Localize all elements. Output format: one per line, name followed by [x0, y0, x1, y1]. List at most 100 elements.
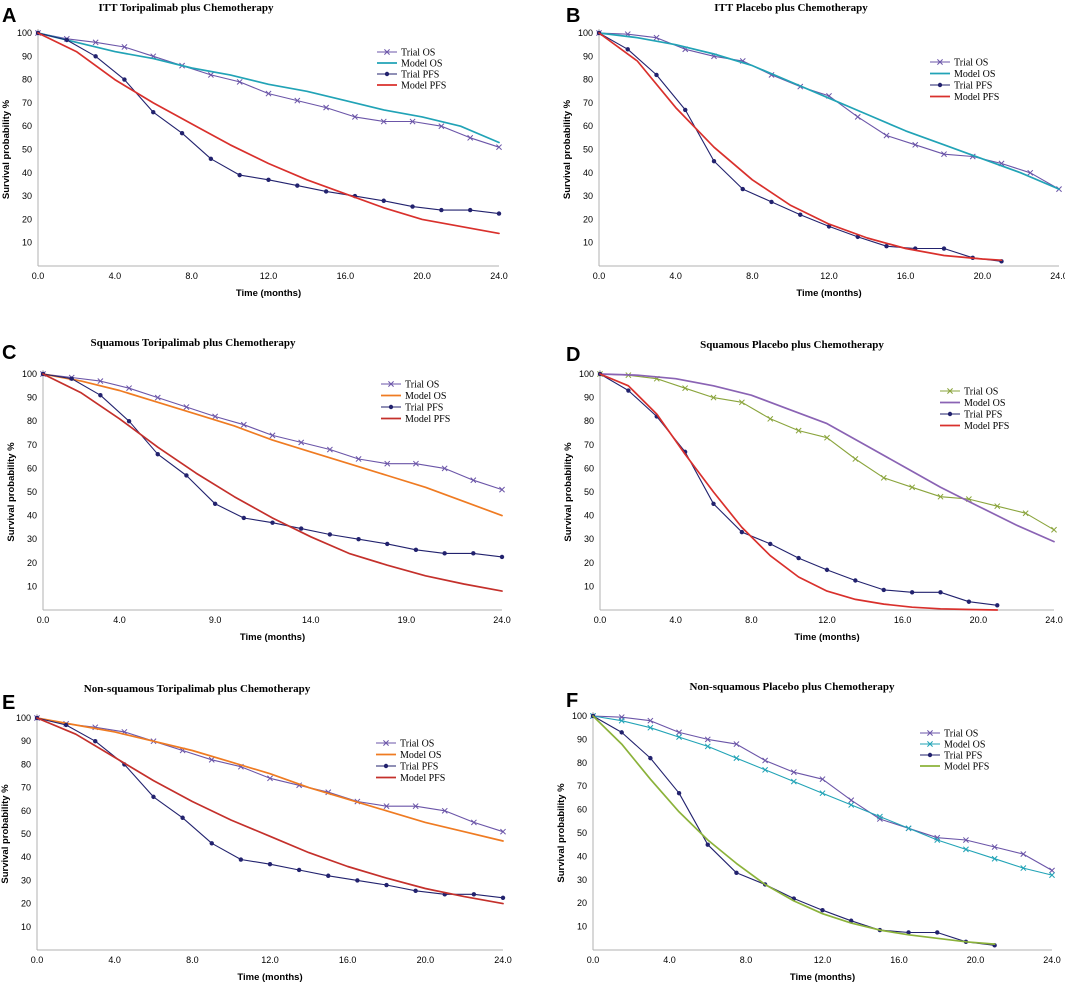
x-axis-label: Time (months) [237, 972, 302, 983]
trial-os-point [653, 34, 660, 41]
x-tick-label: 4.0 [669, 615, 682, 625]
trial-pfs-point [496, 211, 502, 216]
chart-title: ITT Placebo plus Chemotherapy [714, 2, 868, 14]
series-model-os [36, 717, 504, 842]
trial-pfs-point [326, 873, 331, 878]
panel-e: E Non-squamous Toripalimab plus Chemother… [0, 683, 512, 983]
legend-label: Trial PFS [954, 81, 992, 92]
panel-letter: C [2, 342, 16, 364]
trial-os-point [294, 97, 301, 104]
trial-os-point [467, 134, 474, 141]
model-os-point [991, 855, 998, 862]
x-tick-label: 9.0 [209, 615, 222, 625]
legend-label: Trial OS [964, 387, 998, 398]
trial-os-point [991, 844, 998, 850]
model-os-point [733, 755, 740, 762]
model-os-point [876, 813, 883, 820]
trial-pfs-point [683, 107, 688, 113]
series-model-pfs [42, 373, 503, 592]
trial-pfs-point [676, 791, 682, 796]
trial-pfs-point [881, 587, 886, 593]
series-trial-pfs [34, 715, 506, 900]
x-tick-label: 14.0 [302, 615, 320, 625]
trial-pfs-point [179, 130, 185, 136]
y-tick-label: 30 [27, 534, 37, 544]
trial-pfs-point [740, 186, 745, 192]
model-pfs-line [37, 32, 500, 235]
trial-os-point [269, 432, 276, 439]
series-model-pfs [37, 32, 500, 235]
trial-os-point [499, 486, 505, 493]
model-os-point [848, 801, 855, 808]
legend-label: Trial PFS [405, 403, 443, 414]
trial-os-point [265, 90, 272, 97]
series-model-os [598, 32, 1060, 190]
trial-pfs-point [798, 212, 803, 217]
model-os-line [42, 373, 503, 517]
y-tick-label: 40 [584, 511, 594, 521]
x-tick-label: 4.0 [108, 955, 121, 965]
legend-marker-trial-os [388, 381, 394, 387]
model-os-line [599, 373, 1055, 543]
trial-os-point [240, 421, 247, 428]
panel-letter: B [566, 5, 580, 27]
y-tick-label: 30 [577, 875, 587, 885]
model-os-point [962, 846, 969, 853]
model-os-point [819, 790, 826, 797]
trial-pfs-point [155, 452, 160, 457]
trial-pfs-point [739, 529, 745, 535]
model-os-point [618, 717, 625, 724]
x-tick-label: 8.0 [740, 955, 753, 965]
model-os-point [676, 734, 683, 741]
chart-title: Non-squamous Toripalimab plus Chemothera… [84, 683, 311, 695]
y-tick-label: 100 [17, 28, 32, 38]
trial-os-point [298, 439, 305, 446]
trial-pfs-point [442, 551, 447, 556]
legend-marker-trial-pfs [927, 752, 933, 758]
trial-os-point [704, 736, 711, 743]
x-tick-label: 16.0 [339, 955, 357, 965]
y-tick-label: 100 [572, 711, 587, 721]
trial-pfs-line [592, 715, 996, 946]
trial-pfs-point [768, 541, 773, 547]
y-tick-label: 90 [577, 734, 587, 744]
x-tick-label: 4.0 [109, 271, 122, 281]
y-tick-label: 80 [22, 75, 32, 85]
trial-pfs-point [208, 156, 214, 162]
chart-title: Squamous Toripalimab plus Chemotherapy [90, 337, 296, 349]
y-tick-label: 30 [22, 191, 32, 201]
model-os-line [37, 32, 500, 144]
trial-pfs-point [654, 72, 659, 78]
model-os-point [1020, 865, 1027, 872]
trial-os-point [994, 503, 1001, 510]
legend-label: Model PFS [400, 773, 445, 784]
y-tick-label: 70 [21, 783, 31, 793]
trial-pfs-point [499, 554, 505, 560]
x-tick-label: 16.0 [890, 955, 908, 965]
legend-label: Trial OS [400, 739, 434, 750]
legend-label: Model OS [964, 398, 1005, 409]
trial-pfs-point [824, 567, 830, 573]
y-tick-label: 60 [584, 463, 594, 473]
model-pfs-line [592, 715, 996, 945]
trial-pfs-point [995, 603, 1000, 608]
y-tick-label: 70 [577, 781, 587, 791]
y-tick-label: 50 [583, 145, 593, 155]
trial-os-point [441, 465, 448, 472]
trial-os-point [383, 803, 390, 810]
trial-os-point [412, 803, 419, 810]
trial-pfs-point [711, 501, 716, 506]
trial-pfs-point [151, 794, 156, 800]
series-model-pfs [36, 717, 504, 905]
x-tick-label: 24.0 [490, 271, 508, 281]
trial-pfs-point [820, 908, 825, 913]
trial-os-point [326, 446, 333, 453]
y-tick-label: 30 [21, 875, 31, 885]
trial-os-point [880, 474, 887, 481]
chart-title: Non-squamous Placebo plus Chemotherapy [689, 681, 895, 693]
x-tick-label: 20.0 [413, 271, 431, 281]
